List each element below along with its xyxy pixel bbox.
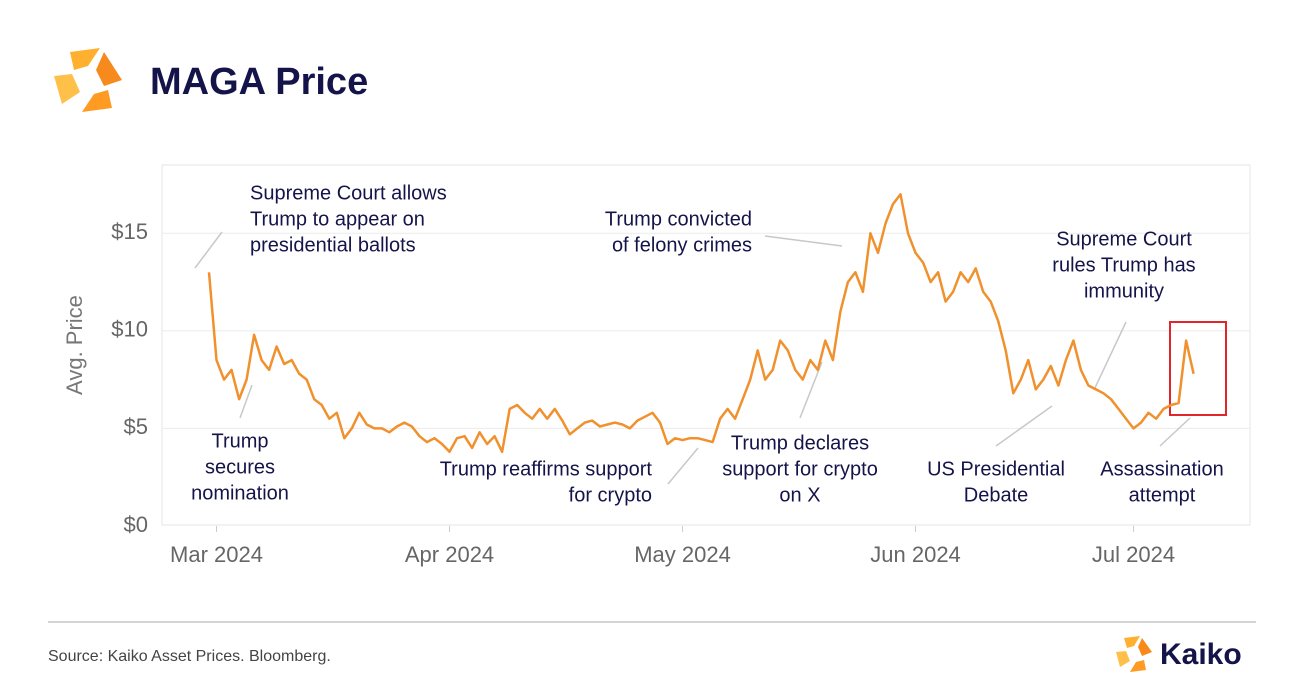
annotation: attempt xyxy=(1129,484,1196,506)
annotation: nomination xyxy=(191,482,289,504)
x-tick-label: Jul 2024 xyxy=(1092,542,1175,567)
brand-logo xyxy=(1116,636,1152,672)
annotation: Trump declares xyxy=(731,432,869,454)
y-tick-label: $15 xyxy=(111,219,148,244)
y-tick-label: $10 xyxy=(111,317,148,342)
leader-line xyxy=(194,231,223,269)
annotation: presidential ballots xyxy=(250,234,416,256)
annotation: secures xyxy=(205,456,275,478)
y-axis-label: Avg. Price xyxy=(62,295,87,395)
annotation: US Presidential xyxy=(927,458,1065,480)
annotation: Trump to appear on xyxy=(250,208,425,230)
leader-line xyxy=(995,405,1053,447)
leader-line xyxy=(764,235,843,247)
annotation: on X xyxy=(779,484,820,506)
annotation: Trump reaffirms support xyxy=(440,458,653,480)
logo xyxy=(54,48,122,112)
annotation: immunity xyxy=(1084,280,1164,302)
x-tick-label: Apr 2024 xyxy=(405,542,494,567)
x-tick-label: Jun 2024 xyxy=(870,542,961,567)
leader-line xyxy=(1093,321,1127,391)
leader-line xyxy=(239,384,253,419)
leader-line xyxy=(799,361,823,419)
annotation: support for crypto xyxy=(722,458,878,480)
highlight-box xyxy=(1169,321,1227,416)
brand: Kaiko xyxy=(1160,638,1242,671)
annotation: of felony crimes xyxy=(612,234,752,256)
annotation: rules Trump has xyxy=(1052,254,1195,276)
leader-line xyxy=(667,447,699,485)
plot-frame xyxy=(161,164,1251,526)
annotation: Supreme Court xyxy=(1056,228,1192,250)
annotation: Debate xyxy=(964,484,1029,506)
annotation: Trump convicted xyxy=(605,208,752,230)
price-line xyxy=(207,193,1195,454)
chart-title: MAGA Price xyxy=(150,61,368,103)
x-tick-label: May 2024 xyxy=(634,542,731,567)
x-tick-label: Mar 2024 xyxy=(170,542,263,567)
leader-line xyxy=(1159,417,1191,447)
annotation: Assassination xyxy=(1100,458,1223,480)
source: Source: Kaiko Asset Prices. Bloomberg. xyxy=(48,648,331,665)
annotation: for crypto xyxy=(569,484,652,506)
y-tick-label: $0 xyxy=(124,512,148,537)
annotation: Trump xyxy=(211,430,268,452)
y-tick-label: $5 xyxy=(124,414,148,439)
annotation: Supreme Court allows xyxy=(250,182,447,204)
